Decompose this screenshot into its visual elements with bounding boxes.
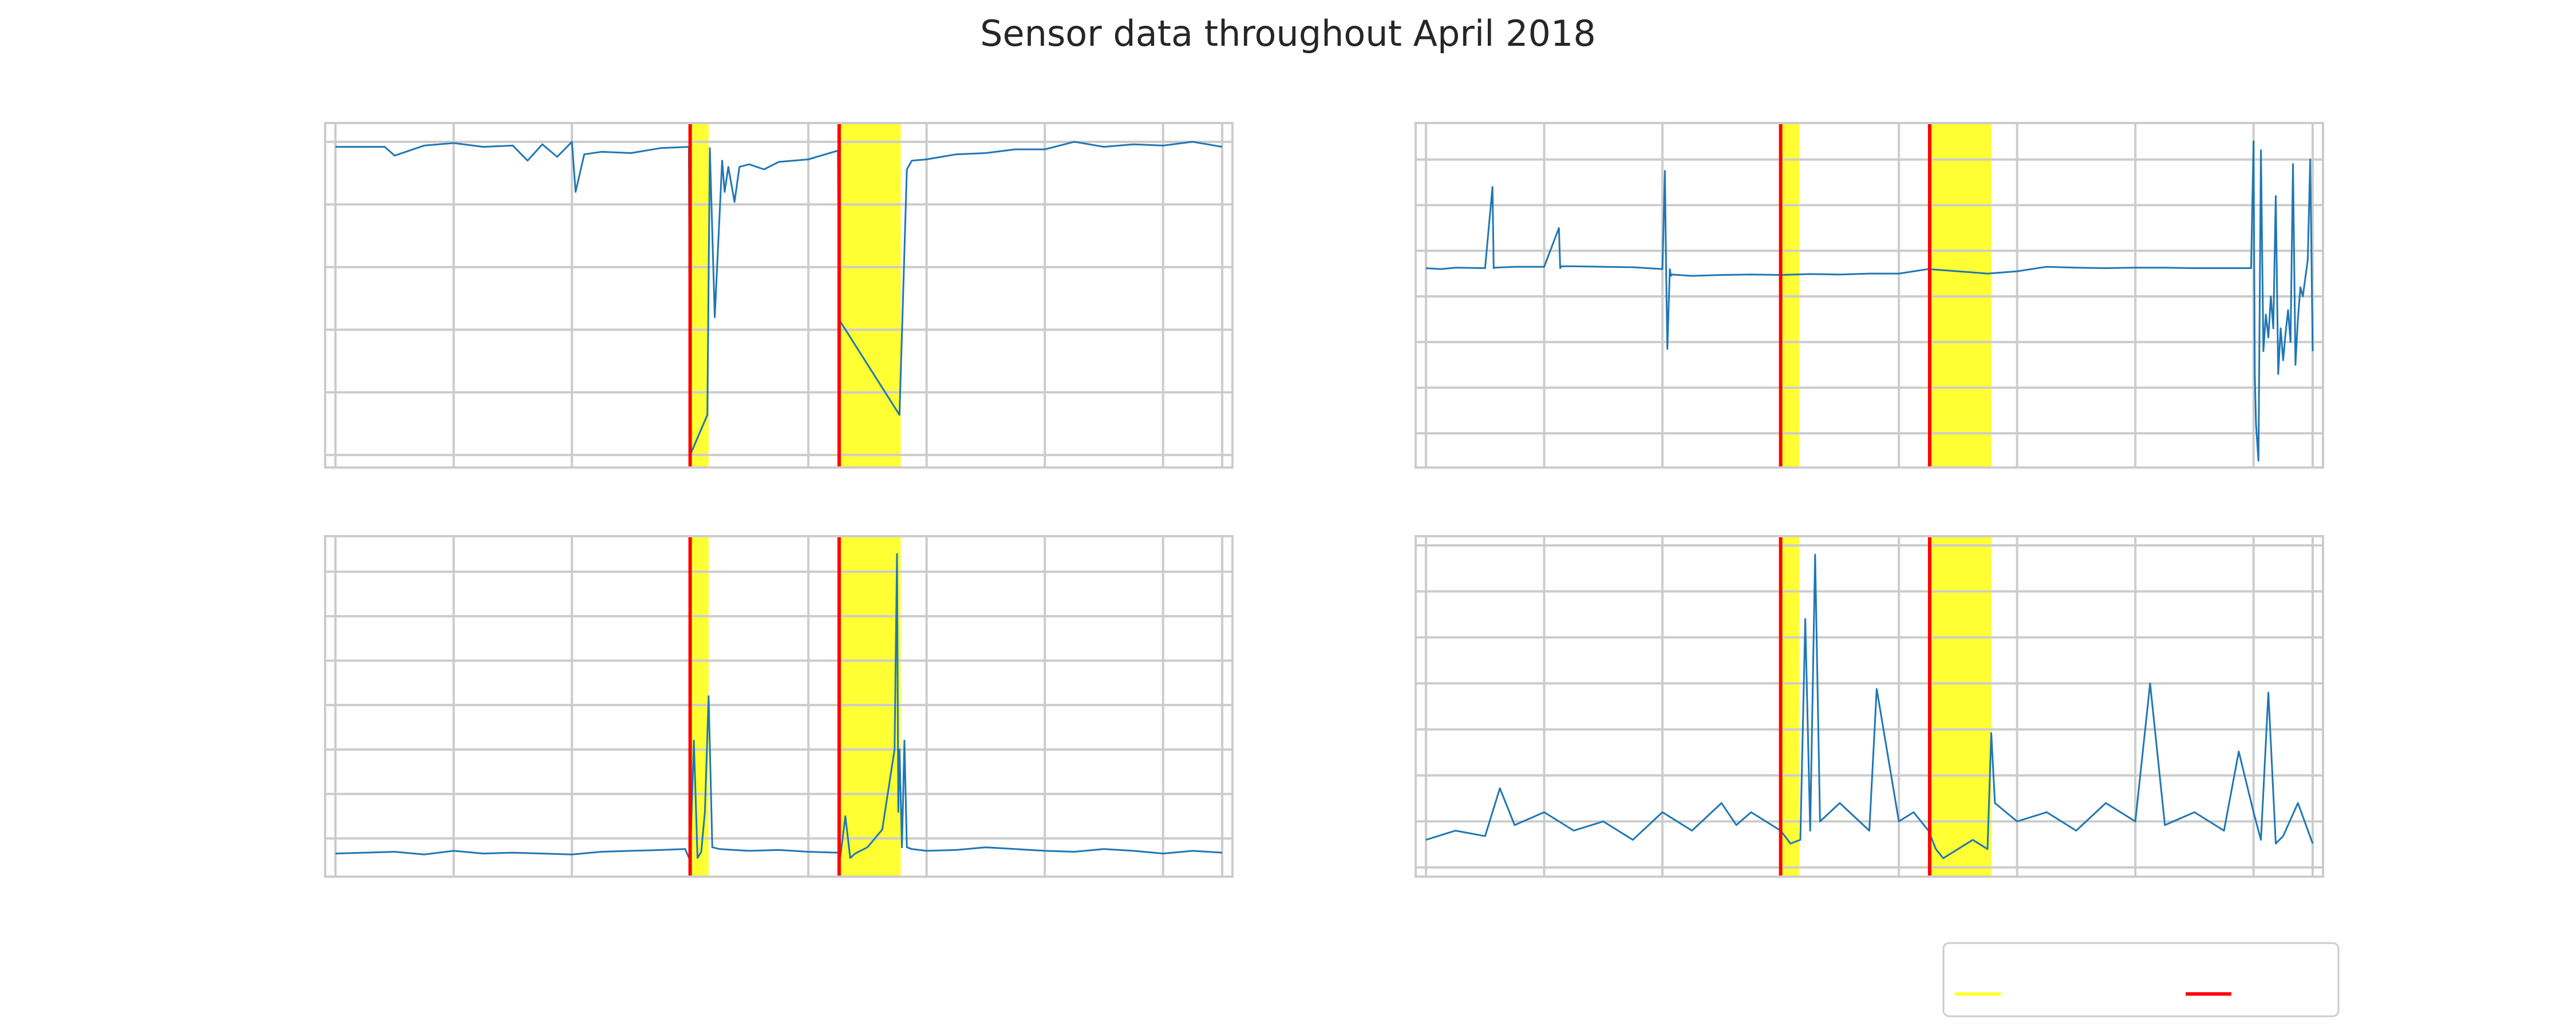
panel-sensor_47 [1415,535,2324,878]
panel-sensor_42 [324,535,1234,878]
recovering-span [690,536,709,877]
plot-frame [1415,535,2324,878]
panel-sensor_00 [324,122,1234,469]
panels [324,122,2324,878]
series-line [1425,140,2314,462]
plot-area [325,123,1232,468]
recovering-span [839,536,901,877]
plot-area [325,536,1232,877]
legend-frame [1942,942,2340,1017]
figure-title: Sensor data throughout April 2018 [980,13,1596,54]
recovering-span [690,123,709,468]
series-line [1425,553,2314,859]
plot-frame [324,122,1234,469]
panel-sensor_16 [1415,122,2324,469]
series-line [335,141,1223,456]
legend [1942,942,2340,1017]
plot-frame [324,535,1234,878]
plot-frame [1415,122,2324,469]
recovering-span [1929,536,1992,877]
recovering-span [1780,536,1799,877]
recovering-span [839,123,901,468]
